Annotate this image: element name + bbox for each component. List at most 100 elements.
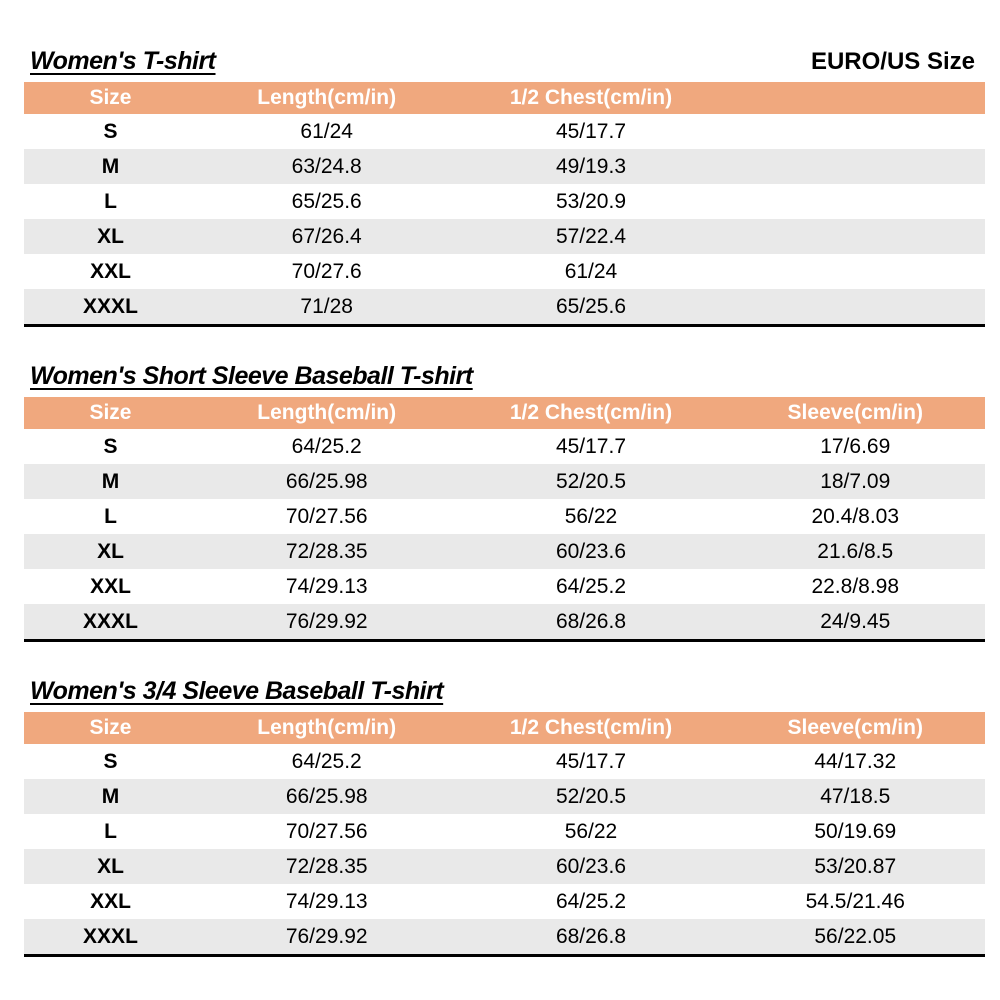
- measurement-cell: 56/22.05: [814, 925, 897, 948]
- table-row: XXXL 76/29.92 68/26.8 56/22.05: [24, 919, 985, 954]
- section-title: Women's 3/4 Sleeve Baseball T-shirt: [30, 677, 444, 705]
- measurement-cell: 56/22: [564, 820, 618, 843]
- measurement-cell: 70/27.56: [285, 505, 368, 528]
- measurement-cell: 17/6.69: [820, 435, 891, 458]
- size-cell: S: [103, 120, 118, 143]
- column-header-chest: 1/2 Chest(cm/in): [509, 86, 673, 109]
- measurement-cell: 49/19.3: [555, 155, 627, 178]
- table-row: M 66/25.98 52/20.5 18/7.09: [24, 464, 985, 499]
- measurement-cell: 64/25.2: [555, 890, 627, 913]
- table-header-row: Size Length(cm/in) 1/2 Chest(cm/in) Slee…: [24, 712, 985, 744]
- measurement-cell: 50/19.69: [814, 820, 897, 843]
- measurement-cell: 74/29.13: [285, 890, 368, 913]
- table-body: S 64/25.2 45/17.7 44/17.32 M 66/25.98 52/20.5 4…: [24, 744, 985, 954]
- size-cell: XXXL: [83, 610, 138, 633]
- column-header-length: Length(cm/in): [257, 86, 397, 109]
- size-cell: XXXL: [83, 295, 138, 318]
- table-row: L 70/27.56 56/22 20.4/8.03: [24, 499, 985, 534]
- size-standard-label: EURO/US Size: [810, 48, 975, 75]
- column-header-chest: 1/2 Chest(cm/in): [509, 716, 673, 739]
- size-cell: XXL: [90, 890, 131, 913]
- table-row: XL 72/28.35 60/23.6 21.6/8.5: [24, 534, 985, 569]
- section-title: Women's Short Sleeve Baseball T-shirt: [30, 362, 473, 390]
- title-row: Women's Short Sleeve Baseball T-shirt: [24, 361, 985, 391]
- measurement-cell: 57/22.4: [555, 225, 627, 248]
- size-cell: XXL: [90, 575, 131, 598]
- measurement-cell: 76/29.92: [285, 610, 368, 633]
- table-row: XXL 74/29.13 64/25.2 22.8/8.98: [24, 569, 985, 604]
- size-cell: M: [101, 785, 120, 808]
- column-header-length: Length(cm/in): [257, 401, 397, 424]
- table-row: L 65/25.6 53/20.9: [24, 184, 985, 219]
- measurement-cell: 67/26.4: [291, 225, 362, 248]
- measurement-cell: 74/29.13: [285, 575, 368, 598]
- size-cell: L: [104, 190, 117, 213]
- column-header-sleeve: Sleeve(cm/in): [787, 716, 923, 739]
- measurement-cell: 18/7.09: [820, 470, 891, 493]
- table-header-row: Size Length(cm/in) 1/2 Chest(cm/in): [24, 82, 985, 114]
- measurement-cell: 68/26.8: [555, 610, 627, 633]
- measurement-cell: 65/25.6: [555, 295, 627, 318]
- measurement-cell: 45/17.7: [555, 750, 627, 773]
- measurement-cell: 68/26.8: [555, 925, 627, 948]
- size-cell: XL: [97, 855, 124, 878]
- measurement-cell: 54.5/21.46: [805, 890, 905, 913]
- measurement-cell: 66/25.98: [285, 470, 368, 493]
- measurement-cell: 61/24: [300, 120, 353, 143]
- measurement-cell: 64/25.2: [291, 750, 362, 773]
- measurement-cell: 45/17.7: [555, 120, 627, 143]
- table-row: M 63/24.8 49/19.3: [24, 149, 985, 184]
- measurement-cell: 52/20.5: [555, 470, 627, 493]
- measurement-cell: 72/28.35: [285, 540, 368, 563]
- measurement-cell: 47/18.5: [820, 785, 891, 808]
- measurement-cell: 60/23.6: [555, 540, 627, 563]
- size-table: Size Length(cm/in) 1/2 Chest(cm/in) S 61/…: [24, 82, 985, 327]
- table-body: S 64/25.2 45/17.7 17/6.69 M 66/25.98 52/20.5 18…: [24, 429, 985, 639]
- measurement-cell: 72/28.35: [285, 855, 368, 878]
- measurement-cell: 21.6/8.5: [817, 540, 894, 563]
- size-cell: S: [103, 750, 118, 773]
- measurement-cell: 53/20.87: [814, 855, 897, 878]
- title-row: Women's 3/4 Sleeve Baseball T-shirt: [24, 676, 985, 706]
- measurement-cell: 76/29.92: [285, 925, 368, 948]
- measurement-cell: 64/25.2: [291, 435, 362, 458]
- measurement-cell: 22.8/8.98: [811, 575, 900, 598]
- table-row: M 66/25.98 52/20.5 47/18.5: [24, 779, 985, 814]
- measurement-cell: 52/20.5: [555, 785, 627, 808]
- table-row: XXL 74/29.13 64/25.2 54.5/21.46: [24, 884, 985, 919]
- measurement-cell: 64/25.2: [555, 575, 627, 598]
- measurement-cell: 20.4/8.03: [811, 505, 900, 528]
- column-header-sleeve: Sleeve(cm/in): [787, 401, 923, 424]
- column-header-length: Length(cm/in): [257, 716, 397, 739]
- measurement-cell: 24/9.45: [820, 610, 891, 633]
- table-body: S 61/24 45/17.7 M 63/24.8 49/19.3 L 65/25.6 53/2…: [24, 114, 985, 324]
- title-row: Women's T-shirt EURO/US Size: [24, 46, 985, 76]
- size-cell: L: [104, 505, 117, 528]
- measurement-cell: 70/27.56: [285, 820, 368, 843]
- size-cell: XL: [97, 540, 124, 563]
- size-cell: XXL: [90, 260, 131, 283]
- size-table: Size Length(cm/in) 1/2 Chest(cm/in) Slee…: [24, 712, 985, 957]
- size-cell: XXXL: [83, 925, 138, 948]
- section-womens-three-quarter-sleeve-baseball-tshirt: Women's 3/4 Sleeve Baseball T-shirt Size…: [24, 676, 985, 957]
- table-header-row: Size Length(cm/in) 1/2 Chest(cm/in) Slee…: [24, 397, 985, 429]
- section-womens-short-sleeve-baseball-tshirt: Women's Short Sleeve Baseball T-shirt Si…: [24, 361, 985, 642]
- table-row: XXL 70/27.6 61/24: [24, 254, 985, 289]
- section-womens-tshirt: Women's T-shirt EURO/US Size Size Length…: [24, 46, 985, 327]
- table-row: S 64/25.2 45/17.7 44/17.32: [24, 744, 985, 779]
- size-table: Size Length(cm/in) 1/2 Chest(cm/in) Slee…: [24, 397, 985, 642]
- column-header-size: Size: [89, 716, 132, 739]
- table-row: S 64/25.2 45/17.7 17/6.69: [24, 429, 985, 464]
- table-row: L 70/27.56 56/22 50/19.69: [24, 814, 985, 849]
- size-cell: XL: [97, 225, 124, 248]
- measurement-cell: 70/27.6: [291, 260, 362, 283]
- measurement-cell: 44/17.32: [814, 750, 897, 773]
- column-header-chest: 1/2 Chest(cm/in): [509, 401, 673, 424]
- table-row: XXXL 71/28 65/25.6: [24, 289, 985, 324]
- table-row: XL 72/28.35 60/23.6 53/20.87: [24, 849, 985, 884]
- measurement-cell: 53/20.9: [555, 190, 627, 213]
- measurement-cell: 65/25.6: [291, 190, 362, 213]
- column-header-size: Size: [89, 401, 132, 424]
- size-cell: M: [101, 155, 120, 178]
